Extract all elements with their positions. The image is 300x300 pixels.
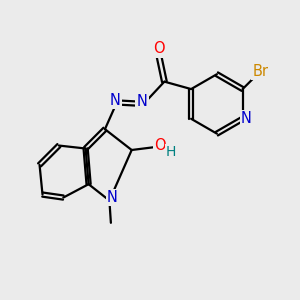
Text: N: N xyxy=(241,111,252,126)
Text: N: N xyxy=(137,94,148,109)
Text: O: O xyxy=(154,138,166,153)
Text: H: H xyxy=(166,146,176,159)
Text: N: N xyxy=(110,93,121,108)
Text: Br: Br xyxy=(252,64,268,79)
Text: N: N xyxy=(107,190,118,205)
Text: O: O xyxy=(153,41,165,56)
